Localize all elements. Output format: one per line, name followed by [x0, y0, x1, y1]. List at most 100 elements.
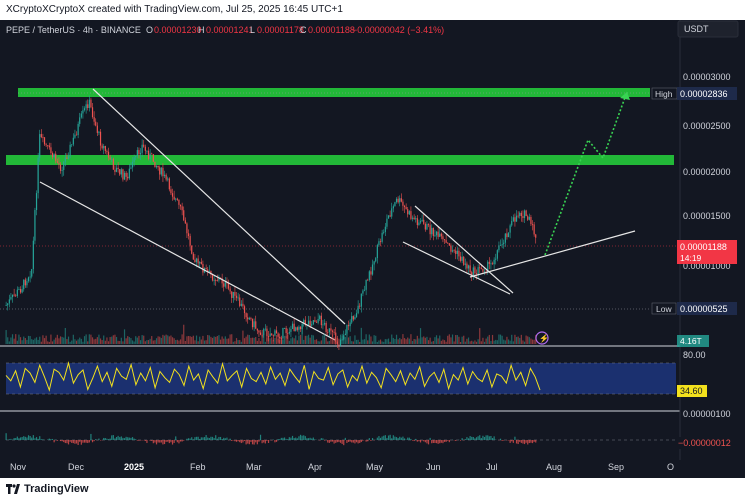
macd-bar: [80, 440, 82, 445]
macd-bar: [210, 436, 212, 440]
volume-bar: [27, 335, 30, 344]
macd-bar: [367, 440, 369, 442]
macd-bar: [434, 440, 436, 443]
volume-bar: [77, 339, 79, 344]
candle-body: [349, 322, 351, 327]
candle-body: [245, 313, 247, 318]
candle-body: [413, 217, 415, 220]
macd-bar: [442, 440, 444, 444]
macd-bar: [119, 437, 121, 440]
volume-bar: [141, 335, 143, 344]
macd-bar: [197, 436, 199, 440]
resistance-zone-upper[interactable]: [18, 88, 650, 97]
volume-bar: [183, 324, 185, 344]
volume-bar: [21, 340, 23, 344]
volume-bar: [47, 341, 49, 344]
wedge-upper-line[interactable]: [414, 205, 514, 294]
volume-bar: [64, 327, 66, 344]
macd-bar: [91, 440, 94, 443]
volume-bar: [519, 337, 521, 344]
currency-button-label: USDT: [684, 24, 709, 34]
resistance-zone-lower[interactable]: [6, 155, 674, 165]
macd-bar: [117, 435, 119, 440]
macd-bar: [461, 438, 463, 440]
candle-body: [290, 329, 292, 332]
volume-bar: [455, 335, 457, 344]
candle-body: [98, 131, 100, 133]
candle-body: [51, 152, 54, 158]
symbol-label: PEPE / TetherUS · 4h · BINANCE: [6, 25, 141, 35]
candle-body: [16, 289, 18, 296]
volume-bar: [456, 335, 458, 344]
macd-bar: [218, 436, 220, 440]
macd-bar: [335, 440, 337, 443]
lightning-icon[interactable]: [535, 331, 549, 345]
candle-body: [74, 134, 76, 138]
volume-bar: [370, 336, 372, 344]
volume-bar: [376, 341, 378, 344]
candle-body: [443, 239, 446, 241]
macd-bar: [83, 440, 86, 443]
volume-bar: [384, 339, 386, 344]
candle-body: [344, 333, 346, 336]
candle-body: [421, 219, 423, 222]
wedge-lower-line[interactable]: [402, 241, 511, 295]
macd-bar: [346, 440, 348, 443]
candle-body: [192, 253, 194, 260]
volume-bar: [13, 338, 15, 344]
macd-bar: [386, 437, 388, 440]
volume-bar: [503, 339, 505, 344]
macd-bar: [517, 440, 519, 445]
rsi-value-box: [677, 385, 707, 397]
candle-body: [178, 199, 180, 205]
candle-body: [232, 291, 234, 298]
macd-bar: [312, 437, 314, 440]
candle-body: [323, 323, 326, 325]
projection-path[interactable]: [544, 91, 628, 256]
candle-body: [239, 297, 241, 306]
volume-bar: [138, 335, 140, 344]
candle-body: [279, 336, 281, 339]
volume-bar: [322, 335, 324, 344]
volume-bar: [155, 338, 158, 344]
macd-bar: [479, 435, 481, 440]
candle-body: [160, 167, 162, 175]
candle-body: [56, 161, 58, 163]
volume-bar: [26, 339, 28, 344]
volume-bar: [221, 336, 223, 344]
candle-body: [391, 208, 393, 217]
price-axis-label-2: 0.00002500: [683, 121, 731, 131]
macd-bar: [365, 440, 367, 442]
descending-trendline[interactable]: [92, 88, 346, 325]
candle-body: [362, 290, 364, 294]
candle-body: [215, 280, 217, 281]
macd-bar: [464, 439, 466, 440]
open-letter: O: [146, 25, 153, 35]
macd-bar: [493, 436, 495, 440]
macd-bar: [535, 440, 537, 443]
volume-bar: [195, 335, 198, 344]
volume-bar: [7, 337, 9, 344]
candle-body: [79, 117, 81, 124]
candle-body: [282, 327, 284, 339]
breakout-support-line[interactable]: [469, 230, 636, 278]
candle-body: [7, 303, 9, 306]
currency-button[interactable]: [677, 20, 739, 38]
candle-body: [527, 216, 529, 220]
volume-bar: [71, 340, 73, 344]
volume-bar: [122, 341, 124, 344]
volume-bar: [282, 340, 284, 344]
tradingview-logo-icon: [6, 484, 20, 494]
macd-bar: [79, 440, 81, 442]
volume-bar: [341, 335, 343, 344]
support-trendline[interactable]: [39, 181, 336, 341]
volume-bar: [8, 341, 10, 344]
candle-body: [533, 224, 535, 235]
volume-value-box: [677, 335, 709, 347]
candle-body: [283, 327, 286, 329]
volume-bar: [413, 338, 415, 344]
macd-bar: [314, 439, 316, 440]
macd-bar: [509, 440, 511, 443]
candle-body: [144, 146, 146, 151]
